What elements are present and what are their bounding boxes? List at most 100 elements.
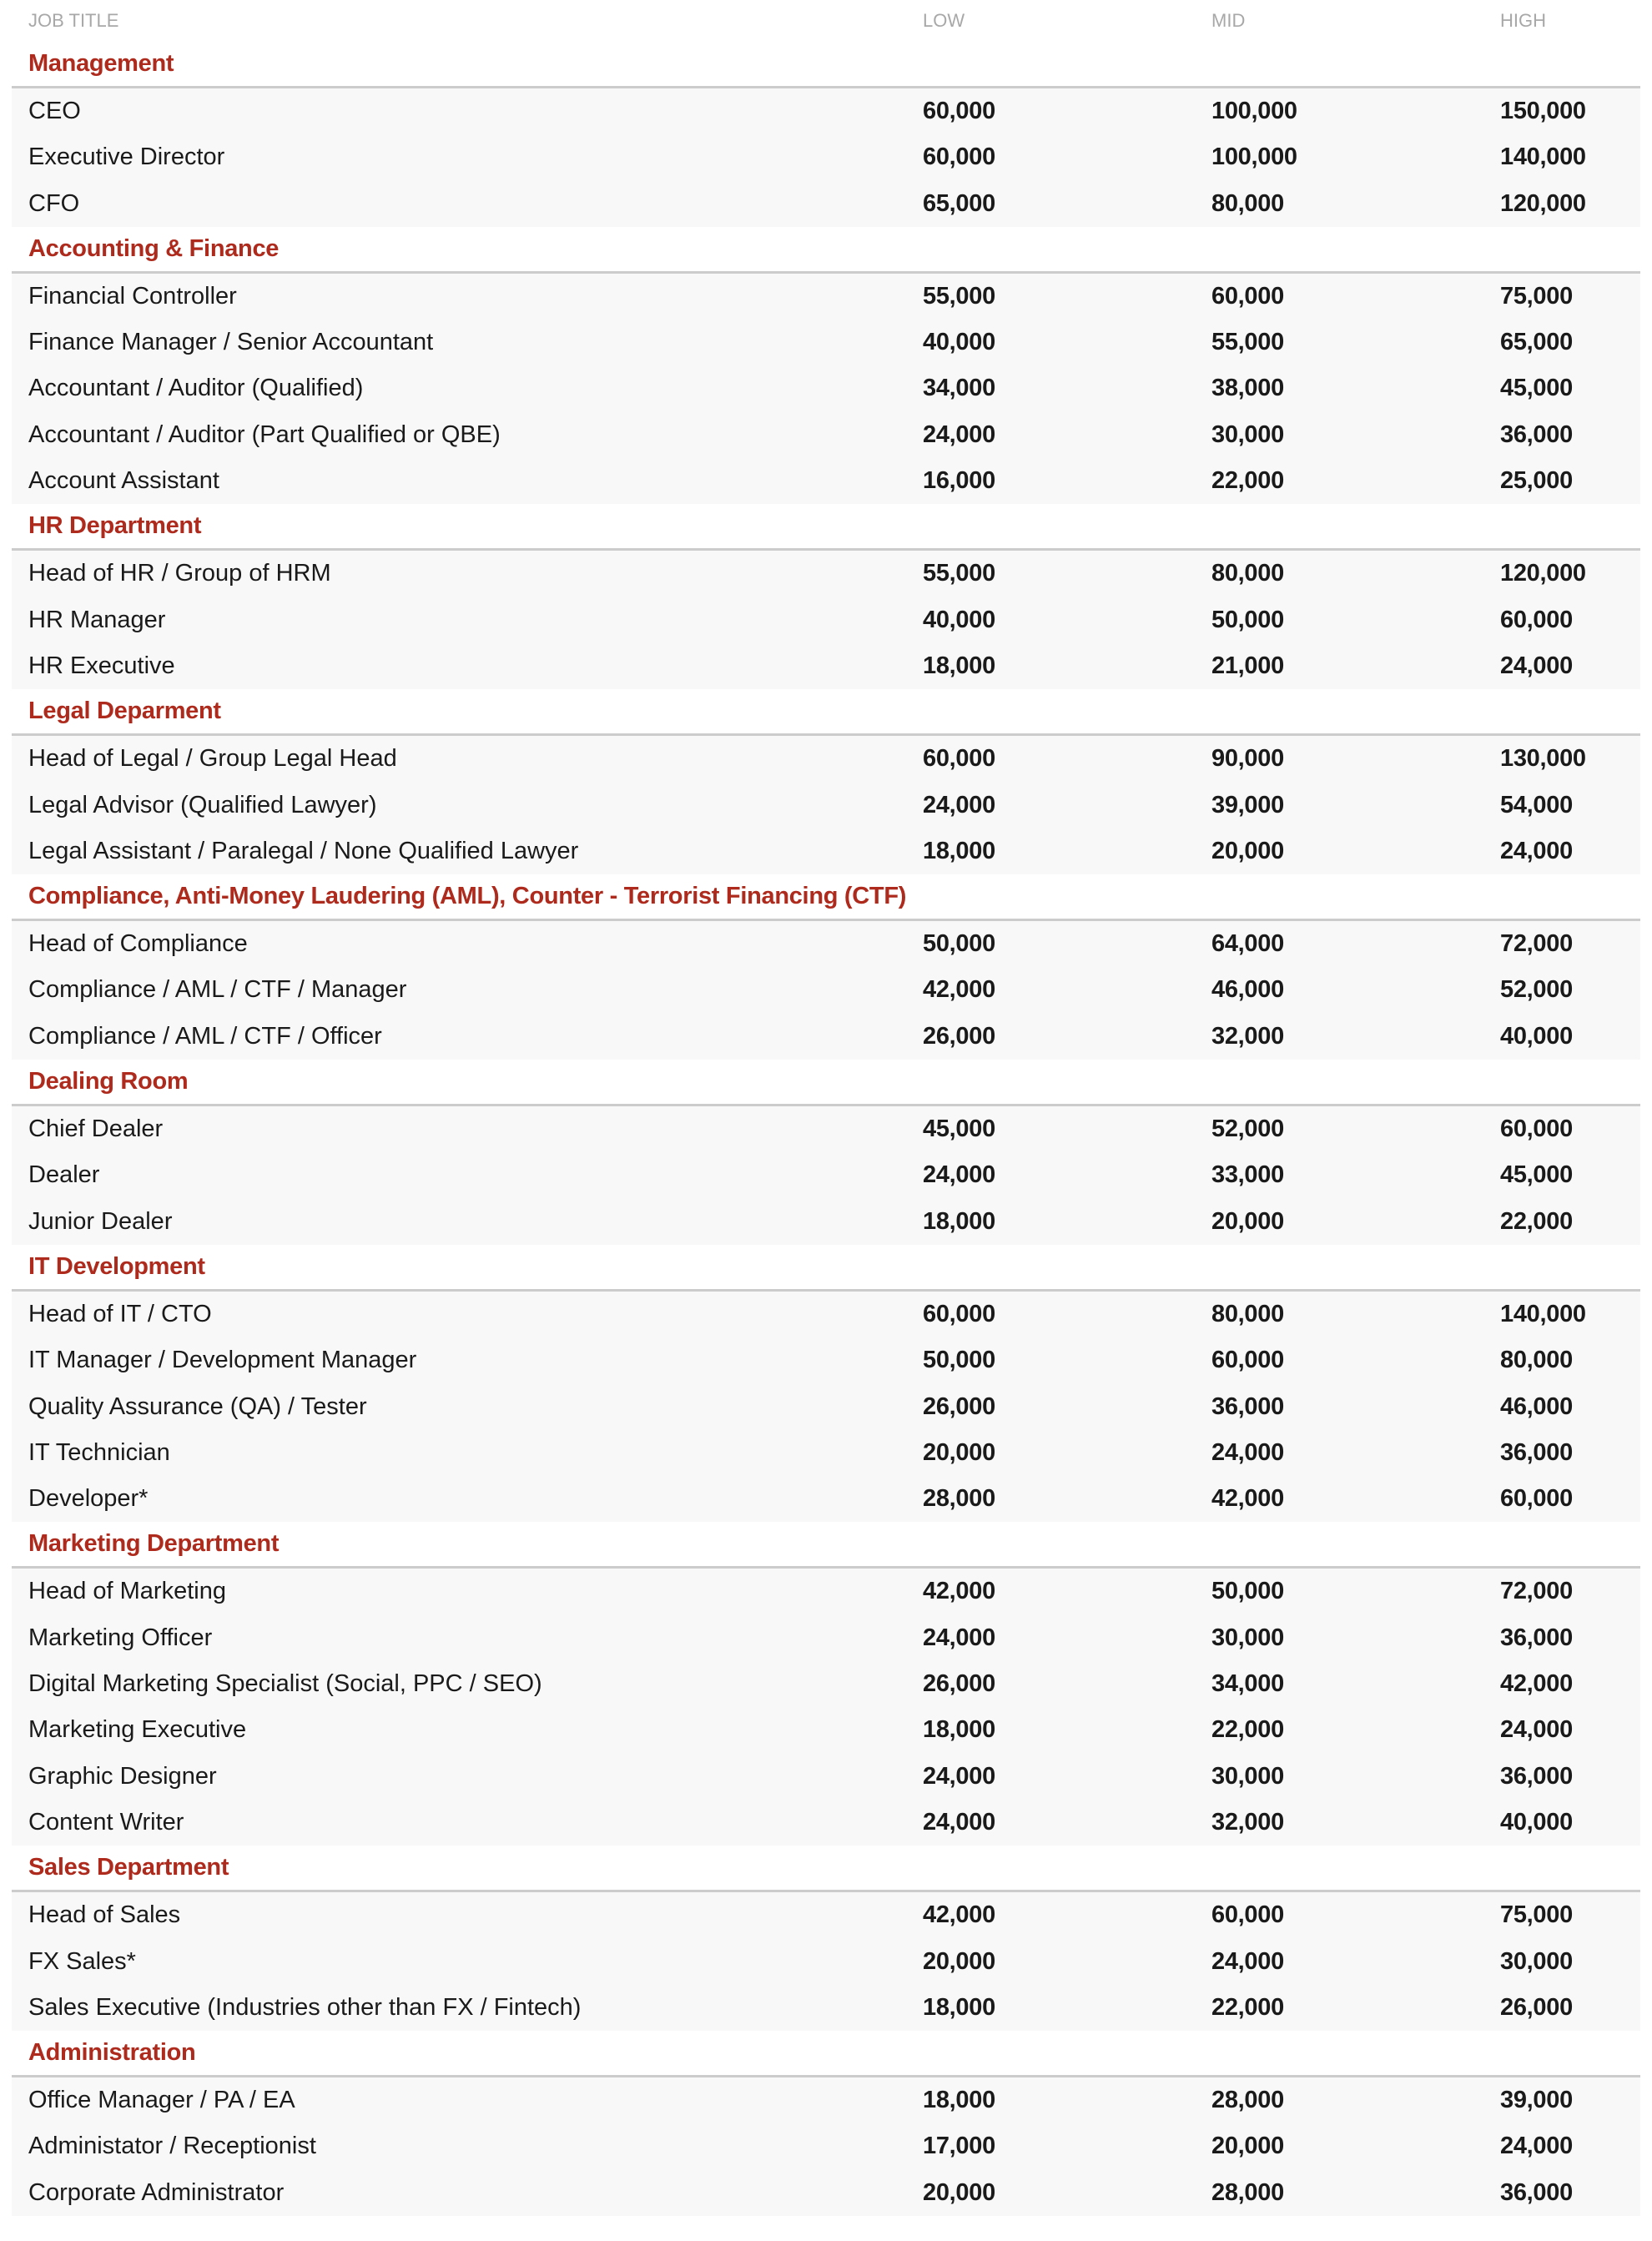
mid-salary-cell: 55,000	[1211, 329, 1284, 356]
section-rows: Head of Compliance 50,000 64,000 72,000 Comp…	[12, 921, 1640, 1060]
high-salary-cell: 45,000	[1500, 375, 1573, 402]
section-header: Sales Department	[12, 1846, 1640, 1893]
low-salary-cell: 18,000	[923, 2087, 995, 2114]
section-rows: Head of Marketing 42,000 50,000 72,000 Marke…	[12, 1569, 1640, 1846]
job-title-cell: IT Technician	[28, 1438, 170, 1466]
high-salary-cell: 42,000	[1500, 1670, 1573, 1698]
high-salary-cell: 30,000	[1500, 1947, 1573, 1975]
mid-salary-cell: 60,000	[1211, 282, 1284, 310]
section-header: Dealing Room	[12, 1060, 1640, 1107]
table-row: Head of Legal / Group Legal Head 60,000 90…	[12, 736, 1640, 782]
job-title-cell: Marketing Officer	[28, 1624, 213, 1651]
table-row: Chief Dealer 45,000 52,000 60,000	[12, 1106, 1640, 1152]
table-row: Financial Controller 55,000 60,000 75,000	[12, 274, 1640, 320]
mid-salary-cell: 21,000	[1211, 652, 1284, 679]
table-header: JOB TITLE LOW MID HIGH	[0, 0, 1652, 42]
low-salary-cell: 20,000	[923, 2178, 995, 2206]
job-title-cell: Legal Assistant / Paralegal / None Quali…	[28, 837, 579, 864]
table-row: Head of IT / CTO 60,000 80,000 140,000	[12, 1292, 1640, 1337]
low-salary-cell: 60,000	[923, 745, 995, 773]
low-salary-cell: 16,000	[923, 467, 995, 495]
low-salary-cell: 60,000	[923, 98, 995, 124]
high-salary-cell: 75,000	[1500, 282, 1573, 310]
job-title-cell: Office Manager / PA / EA	[28, 2087, 295, 2114]
low-salary-cell: 18,000	[923, 652, 995, 679]
job-title-cell: Finance Manager / Senior Accountant	[28, 329, 434, 356]
section-title: Compliance, Anti-Money Laudering (AML), …	[28, 883, 907, 910]
section-header: Legal Deparment	[12, 689, 1640, 737]
mid-salary-cell: 28,000	[1211, 2087, 1284, 2114]
mid-salary-cell: 100,000	[1211, 144, 1297, 171]
table-row: Graphic Designer 24,000 30,000 36,000	[12, 1754, 1640, 1800]
section-header: Management	[12, 42, 1640, 88]
table-row: CEO 60,000 100,000 150,000	[12, 88, 1640, 134]
high-salary-cell: 22,000	[1500, 1207, 1573, 1235]
section-title: Dealing Room	[28, 1068, 189, 1095]
low-salary-cell: 18,000	[923, 1207, 995, 1235]
job-title-cell: Quality Assurance (QA) / Tester	[28, 1392, 367, 1420]
low-salary-cell: 42,000	[923, 1578, 995, 1605]
high-salary-cell: 140,000	[1500, 1300, 1586, 1327]
job-title-cell: Corporate Administrator	[28, 2178, 285, 2206]
mid-salary-cell: 32,000	[1211, 1808, 1284, 1836]
header-high: HIGH	[1500, 10, 1546, 31]
high-salary-cell: 36,000	[1500, 1624, 1573, 1651]
section-rows: Head of HR / Group of HRM 55,000 80,000 120…	[12, 551, 1640, 690]
job-title-cell: Graphic Designer	[28, 1762, 217, 1790]
low-salary-cell: 18,000	[923, 1716, 995, 1744]
section-rows: Head of Legal / Group Legal Head 60,000 90…	[12, 736, 1640, 875]
header-mid: MID	[1211, 10, 1246, 31]
mid-salary-cell: 80,000	[1211, 1300, 1284, 1327]
job-title-cell: Compliance / AML / CTF / Officer	[28, 1022, 382, 1050]
high-salary-cell: 60,000	[1500, 606, 1573, 633]
table-row: Developer* 28,000 42,000 60,000	[12, 1476, 1640, 1522]
table-row: IT Technician 20,000 24,000 36,000	[12, 1430, 1640, 1476]
low-salary-cell: 20,000	[923, 1438, 995, 1466]
section-title: Administration	[28, 2039, 196, 2067]
low-salary-cell: 40,000	[923, 606, 995, 633]
table-row: Digital Marketing Specialist (Social, PP…	[12, 1661, 1640, 1707]
high-salary-cell: 75,000	[1500, 1901, 1573, 1929]
job-title-cell: Digital Marketing Specialist (Social, PP…	[28, 1670, 542, 1698]
job-title-cell: Chief Dealer	[28, 1115, 164, 1143]
high-salary-cell: 24,000	[1500, 2133, 1573, 2160]
table-row: IT Manager / Development Manager 50,000 60…	[12, 1337, 1640, 1383]
high-salary-cell: 24,000	[1500, 1716, 1573, 1744]
job-title-cell: Head of HR / Group of HRM	[28, 560, 331, 587]
mid-salary-cell: 20,000	[1211, 837, 1284, 864]
low-salary-cell: 24,000	[923, 421, 995, 448]
section-header: Marketing Department	[12, 1522, 1640, 1569]
high-salary-cell: 54,000	[1500, 791, 1573, 818]
job-title-cell: Executive Director	[28, 144, 225, 171]
low-salary-cell: 24,000	[923, 1624, 995, 1651]
high-salary-cell: 40,000	[1500, 1808, 1573, 1836]
job-title-cell: Financial Controller	[28, 282, 237, 310]
job-title-cell: FX Sales*	[28, 1947, 136, 1975]
mid-salary-cell: 30,000	[1211, 1762, 1284, 1790]
section-title: Management	[28, 50, 174, 77]
table-row: Administator / Receptionist 17,000 20,000 2…	[12, 2123, 1640, 2169]
low-salary-cell: 24,000	[923, 1808, 995, 1836]
section-rows: CEO 60,000 100,000 150,000 Executive Directo…	[12, 88, 1640, 227]
mid-salary-cell: 22,000	[1211, 467, 1284, 495]
table-row: Account Assistant 16,000 22,000 25,000	[12, 458, 1640, 504]
high-salary-cell: 80,000	[1500, 1347, 1573, 1374]
job-title-cell: Head of Compliance	[28, 930, 248, 958]
table-row: Head of Marketing 42,000 50,000 72,000	[12, 1569, 1640, 1614]
table-row: Head of Sales 42,000 60,000 75,000	[12, 1892, 1640, 1938]
high-salary-cell: 72,000	[1500, 1578, 1573, 1605]
table-row: Accountant / Auditor (Qualified) 34,000 38…	[12, 365, 1640, 411]
table-row: Sales Executive (Industries other than F…	[12, 1985, 1640, 2031]
low-salary-cell: 24,000	[923, 1762, 995, 1790]
section-title: Marketing Department	[28, 1530, 280, 1558]
section-header: Accounting & Finance	[12, 227, 1640, 274]
mid-salary-cell: 60,000	[1211, 1901, 1284, 1929]
job-title-cell: Account Assistant	[28, 467, 219, 495]
job-title-cell: Legal Advisor (Qualified Lawyer)	[28, 791, 377, 818]
job-title-cell: CEO	[28, 98, 81, 124]
low-salary-cell: 60,000	[923, 1300, 995, 1327]
high-salary-cell: 36,000	[1500, 2178, 1573, 2206]
low-salary-cell: 50,000	[923, 1347, 995, 1374]
table-row: Quality Assurance (QA) / Tester 26,000 36,…	[12, 1384, 1640, 1430]
table-row: Legal Assistant / Paralegal / None Quali…	[12, 828, 1640, 874]
